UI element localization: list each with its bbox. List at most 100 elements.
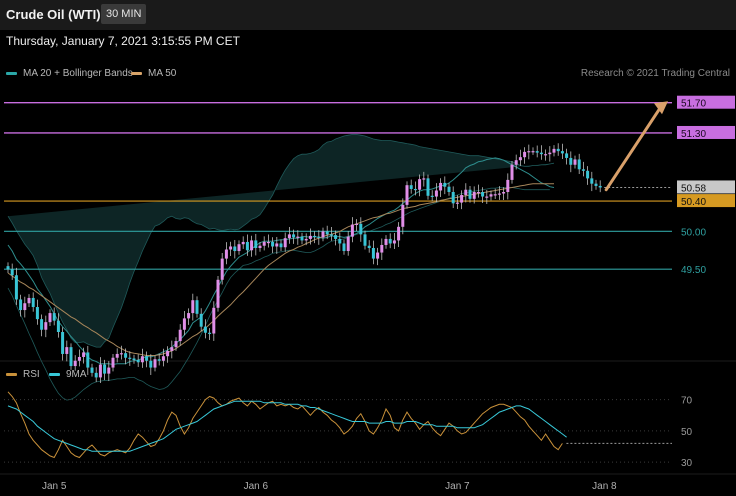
candle-body [527, 151, 531, 153]
candle [237, 240, 241, 255]
candle [187, 308, 191, 325]
candle [216, 276, 220, 312]
candle [434, 183, 438, 203]
candle-body [422, 178, 426, 180]
candle-body [447, 186, 451, 192]
candle [178, 324, 182, 346]
candle [266, 234, 270, 248]
candle [31, 292, 35, 312]
candle [367, 240, 371, 253]
candle-body [552, 148, 556, 153]
level-label-50-00: 50.00 [681, 227, 706, 238]
candle [107, 361, 111, 382]
candle [115, 348, 119, 363]
candle-body [208, 332, 212, 334]
candle-body [518, 157, 522, 161]
candle-body [48, 313, 52, 323]
candle-body [560, 151, 564, 154]
level-labels: 51.70 51.30 50.58 50.40 50.00 49.50 [677, 95, 735, 276]
candle [271, 237, 275, 253]
candle [98, 357, 102, 384]
candle-body [157, 359, 161, 361]
candle [565, 148, 569, 165]
candle-body [250, 240, 254, 251]
candle [560, 143, 564, 160]
candle-body [304, 238, 308, 241]
rsi-tick-70: 70 [681, 396, 693, 407]
candle-body [35, 307, 39, 320]
candle [455, 195, 459, 209]
candle-body [413, 188, 417, 191]
legend-swatch-ma50 [131, 72, 142, 75]
candle [82, 347, 86, 364]
candle [103, 359, 107, 381]
legend-label-rsi: RSI [23, 369, 40, 380]
candle [23, 296, 27, 318]
candle [363, 230, 367, 250]
candle-body [220, 258, 224, 280]
candle-body [279, 243, 283, 248]
candle-body [77, 356, 81, 361]
candle [586, 166, 590, 185]
candle-body [548, 152, 552, 155]
candle [388, 233, 392, 249]
candle [48, 309, 52, 326]
candle [283, 232, 287, 252]
candle [371, 240, 375, 265]
candle [497, 186, 501, 200]
candle [346, 231, 350, 256]
candle-body [153, 359, 157, 368]
candle-body [203, 326, 207, 333]
candle [552, 145, 556, 157]
interval-button[interactable]: 30 MIN [101, 4, 147, 24]
candle-body [581, 169, 585, 171]
candle [212, 301, 216, 341]
candle-body [170, 347, 174, 351]
research-credit: Research © 2021 Trading Central [580, 68, 730, 79]
candle [598, 180, 602, 193]
candle-body [523, 151, 527, 158]
candle-body [397, 226, 401, 241]
candle [577, 153, 581, 174]
candle-body [292, 234, 296, 238]
candle-body [195, 300, 199, 314]
candle [350, 217, 354, 243]
candle [342, 239, 346, 255]
candle [94, 367, 98, 383]
candle [275, 236, 279, 254]
candle-body [212, 307, 216, 334]
candle-body [191, 300, 195, 314]
candle-body [19, 299, 23, 311]
candle [77, 349, 81, 367]
candle [208, 328, 212, 341]
legend-rsi: RSI [6, 369, 40, 380]
candle [485, 190, 489, 204]
candle-body [594, 183, 598, 186]
bollinger-upper-line [7, 134, 555, 348]
candle-body [539, 152, 543, 155]
candle-body [598, 185, 602, 188]
candle-body [199, 313, 203, 327]
candle [506, 173, 510, 200]
candle [149, 354, 153, 375]
candle-body [287, 234, 291, 239]
candle [493, 188, 497, 199]
candle-body [590, 178, 594, 184]
level-label-49-50: 49.50 [681, 265, 706, 276]
level-label-51-70-box [677, 95, 735, 109]
candle [476, 184, 480, 198]
candle-body [237, 244, 241, 252]
candle [548, 146, 552, 162]
candle [157, 353, 161, 366]
candle [250, 235, 254, 257]
candle-body [321, 231, 325, 238]
forecast-arrow-shaft [604, 106, 662, 192]
price-levels [4, 102, 672, 270]
candle-body [61, 332, 65, 354]
candle-body [182, 318, 186, 330]
rsi-tick-30: 30 [681, 458, 693, 469]
candle-body [476, 192, 480, 194]
candle-body [392, 240, 396, 244]
candle [300, 232, 304, 245]
candle-body [510, 164, 514, 180]
